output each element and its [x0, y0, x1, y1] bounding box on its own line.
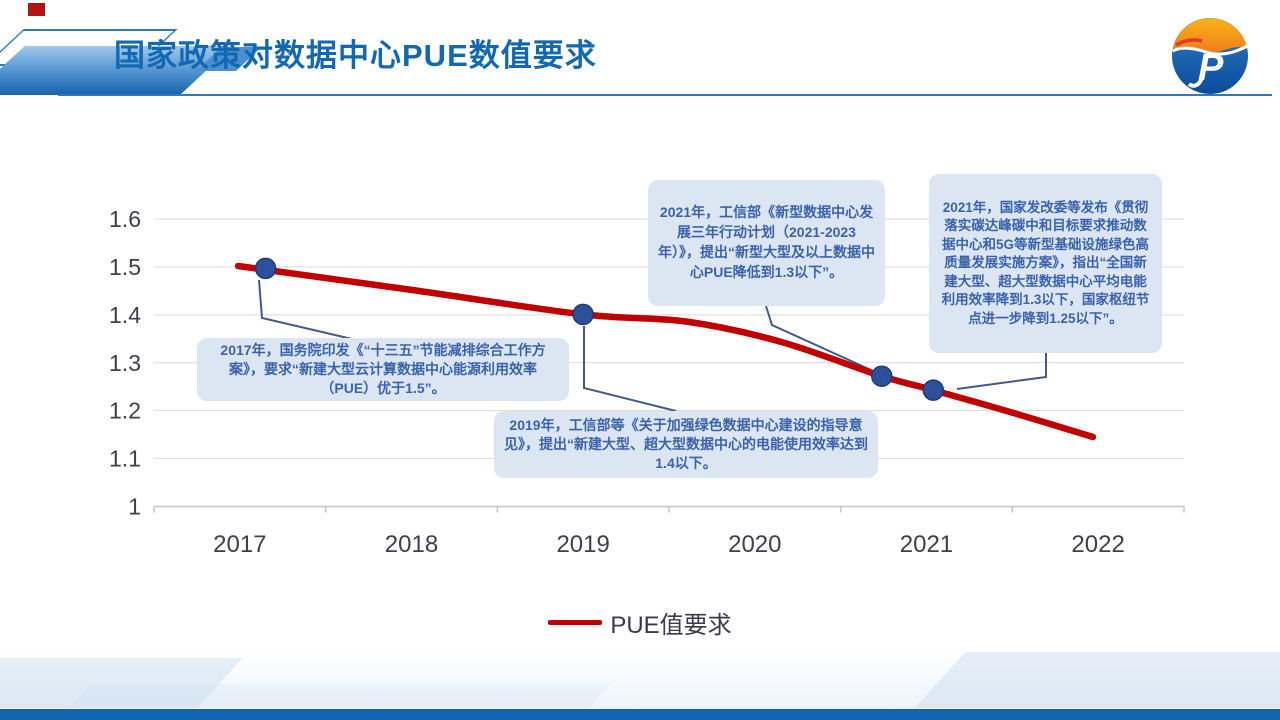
x-axis-tick-label: 2017 [213, 531, 266, 558]
data-point-marker [254, 257, 277, 280]
x-axis-tick-label: 2021 [900, 531, 953, 558]
x-axis-tick-label: 2019 [556, 531, 609, 558]
x-axis-tick-label: 2020 [728, 531, 781, 558]
callout-connector-line [956, 353, 1047, 390]
y-axis-tick-label: 1.1 [109, 446, 141, 472]
bottom-right-swoosh [914, 652, 1280, 708]
y-axis-tick-label: 1.6 [109, 206, 141, 232]
top-left-accent-square [28, 3, 45, 16]
title-underline [58, 94, 1272, 96]
y-axis-tick-label: 1.5 [109, 254, 141, 280]
callout-2021-ndrc-policy: 2021年，国家发改委等发布《贯彻落实碳达峰碳中和目标要求推动数据中心和5G等新… [929, 174, 1162, 353]
data-point-marker [922, 379, 945, 401]
callout-connector-line [765, 305, 872, 371]
legend-label: PUE值要求 [610, 611, 732, 639]
y-axis-tick-label: 1.2 [109, 398, 141, 424]
data-point-marker [572, 303, 594, 326]
y-axis-tick-label: 1 [128, 494, 141, 520]
y-axis-tick-label: 1.4 [109, 302, 141, 328]
legend-line-swatch [548, 619, 603, 625]
callout-connector-line [258, 279, 353, 340]
svg-text:P: P [1198, 47, 1224, 89]
callout-connector-line [583, 326, 677, 412]
callout-2019-policy: 2019年，工信部等《关于加强绿色数据中心建设的指导意见》，提出“新建大型、超大… [494, 411, 878, 478]
x-axis-tick-label: 2022 [1071, 531, 1124, 558]
slide-title: 国家政策对数据中心PUE数值要求 [114, 38, 597, 73]
bottom-wash [0, 651, 1280, 709]
y-axis-tick-label: 1.3 [109, 350, 141, 376]
company-logo-icon: P [1171, 18, 1249, 94]
x-axis-tick-label: 2018 [385, 531, 438, 558]
callout-2017-policy: 2017年，国务院印发《“十三五”节能减排综合工作方案》，要求“新建大型云计算数… [197, 338, 569, 401]
bottom-band [0, 709, 1280, 720]
callout-2021-miit-policy: 2021年，工信部《新型数据中心发展三年行动计划（2021-2023年）》，提出… [648, 180, 885, 306]
data-point-marker [871, 365, 893, 387]
bottom-center-swoosh [69, 684, 611, 708]
chart-legend: PUE值要求 [0, 606, 1280, 639]
